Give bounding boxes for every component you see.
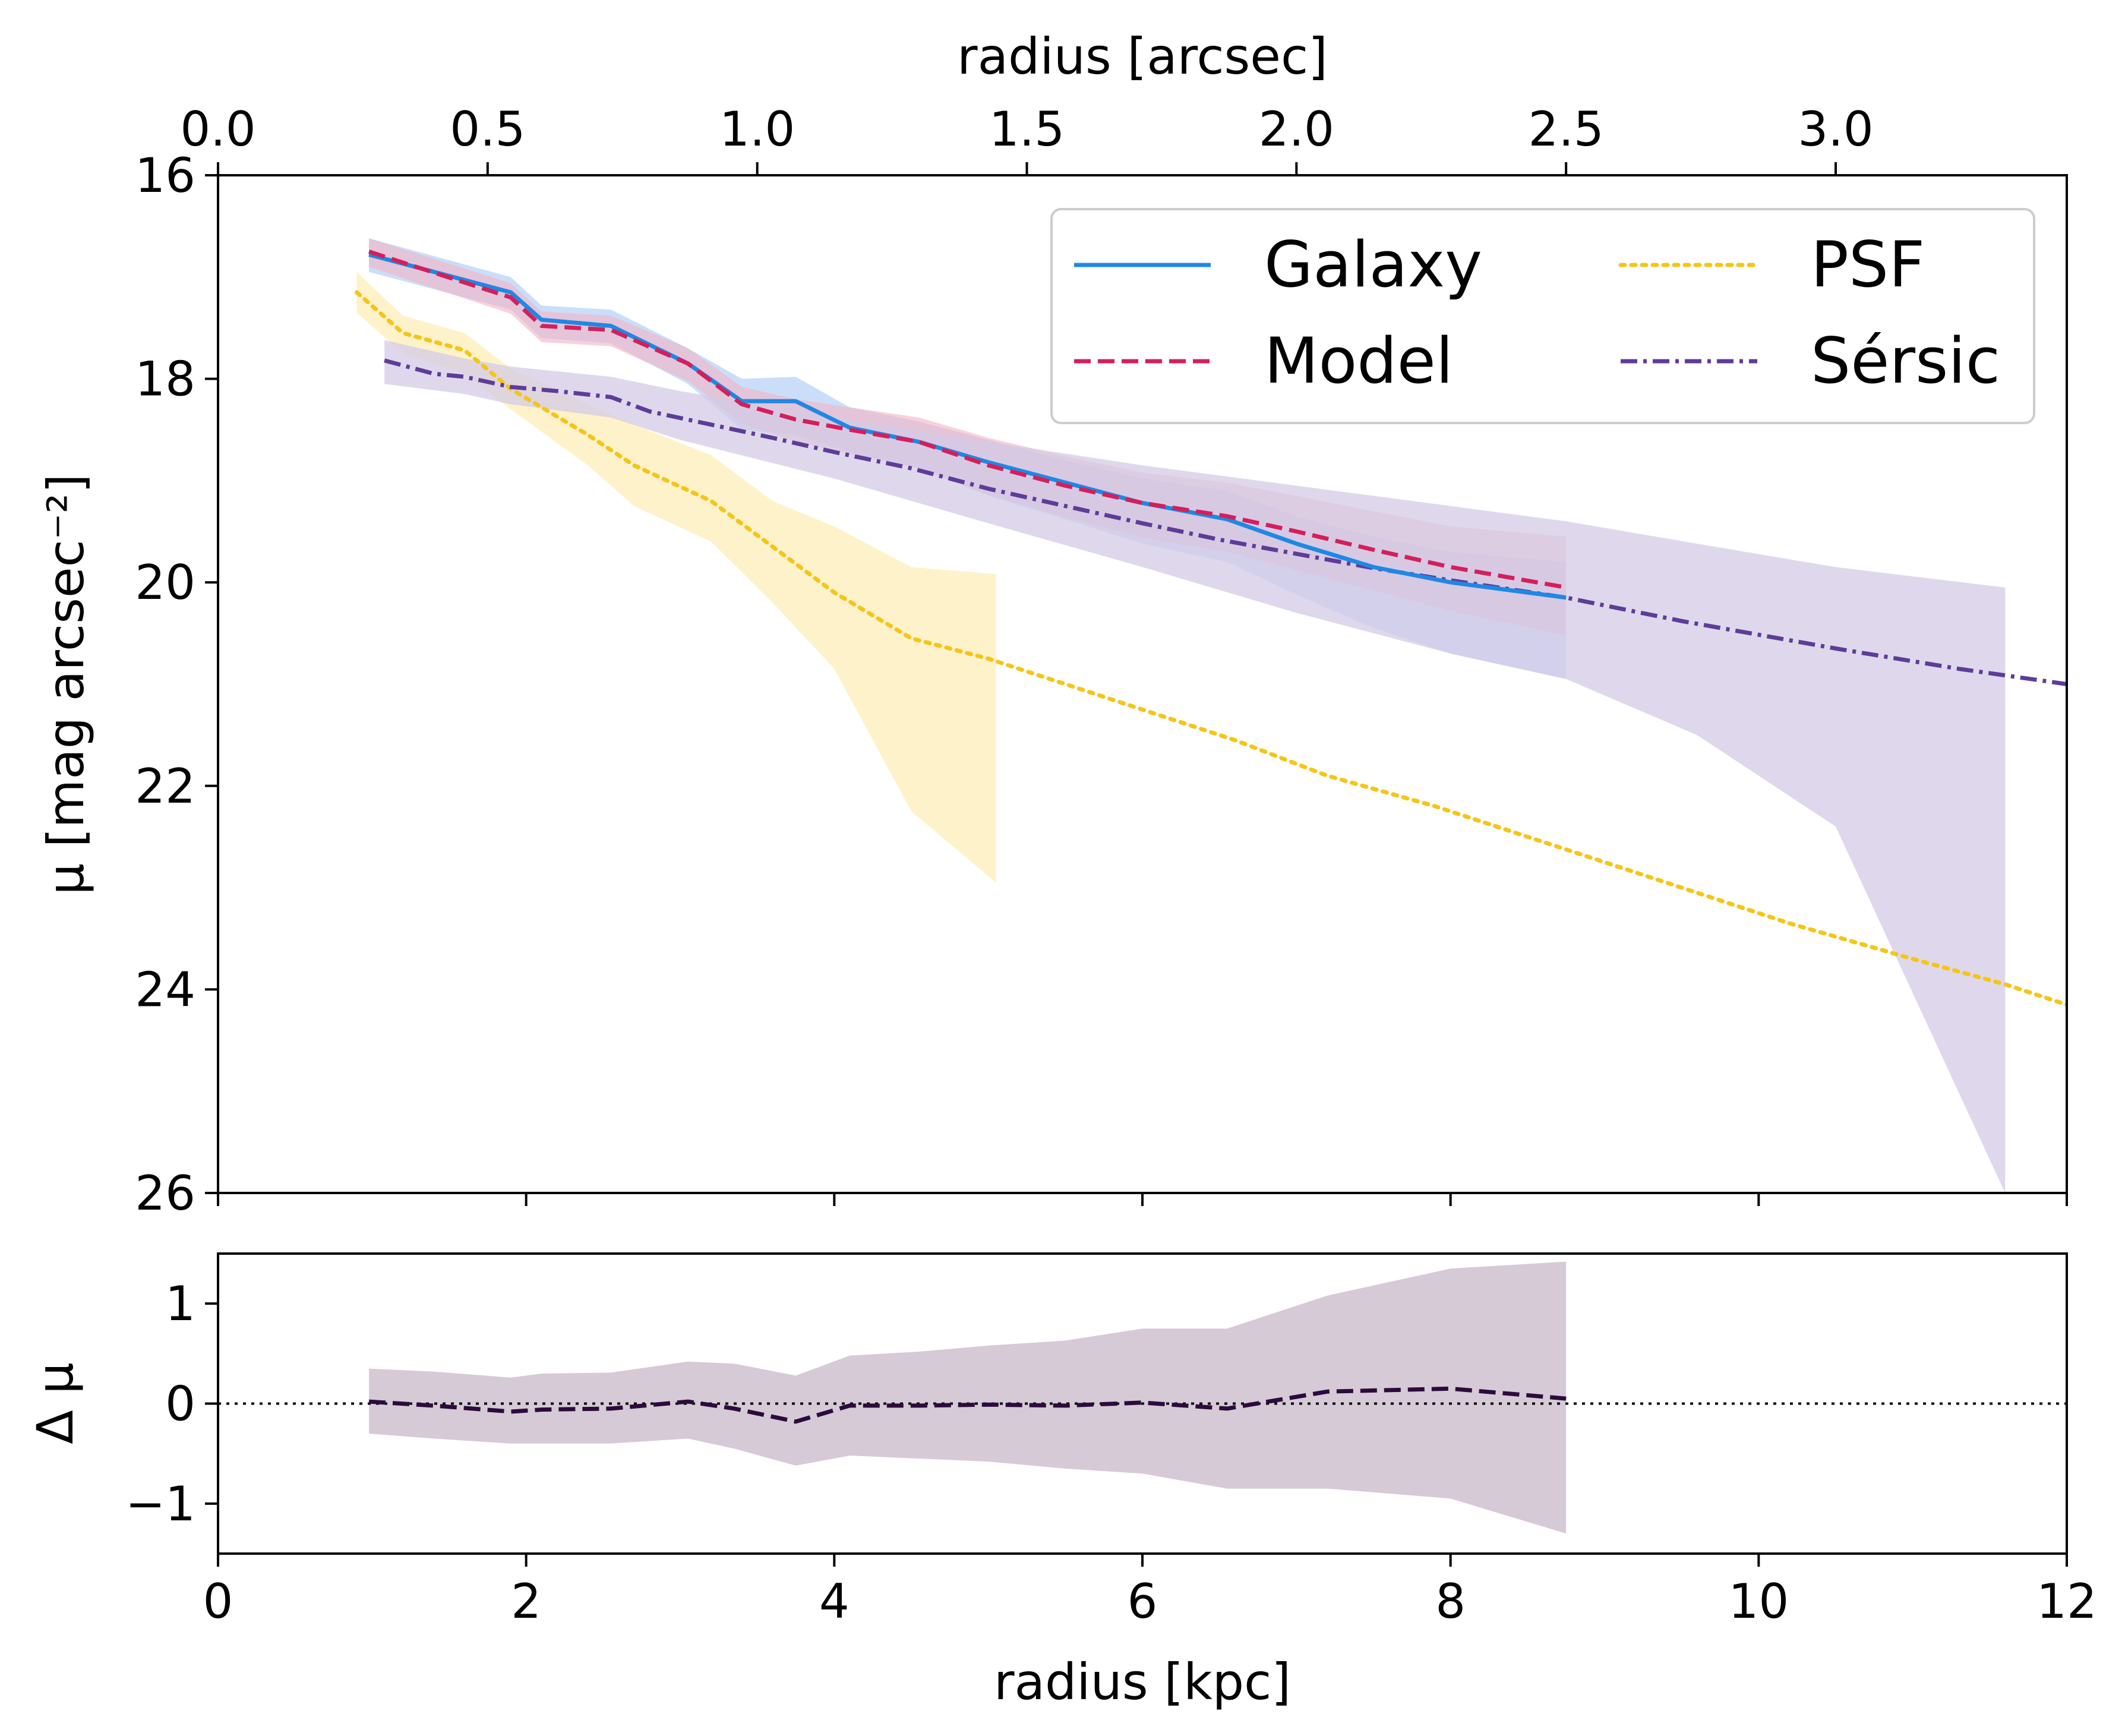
profile-bottom-ticks [217,1193,2068,1206]
legend-label-galaxy: Galaxy [1264,228,1482,301]
profile-y-axis-label: μ [mag arcsec⁻²] [37,474,95,895]
arcsec-tick-label-1.5: 1.5 [989,102,1065,157]
legend-label-model: Model [1264,324,1453,397]
arcsec-tick-label-2.5: 2.5 [1529,102,1604,157]
y-tick-label-26: 26 [135,1166,195,1221]
legend-label-sersic: Sérsic [1811,324,2000,397]
legend-label-psf: PSF [1811,228,1925,301]
residual-band [369,1261,1567,1534]
residual-y-ticks: 1 0 −1 [125,1276,218,1532]
galaxy-line [368,252,1567,600]
profile-y-ticks: 16 18 20 22 24 26 [135,148,218,1221]
residual-y-tick-label--1: −1 [125,1476,195,1532]
residual-y-tick-label-1: 1 [165,1276,195,1331]
arcsec-top-ticks: 0.0 0.5 1.0 1.5 2.0 2.5 3.0 [180,102,1874,175]
legend: Galaxy Model PSF Sérsic [1050,208,2035,424]
y-tick-label-18: 18 [135,352,195,407]
profile-panel: 16 18 20 22 24 26 0.0 0.5 1.0 1.5 2.0 2.5 3.0 radiu… [37,27,2068,1221]
residual-lines [218,1386,2067,1424]
kpc-x-tick-label-10: 10 [1728,1574,1789,1629]
kpc-axis-label: radius [kpc] [994,1653,1291,1711]
arcsec-tick-label-1.0: 1.0 [719,102,795,157]
residual-y-axis-label: Δ μ [26,1362,84,1444]
legend-box [1050,208,2035,424]
sersic-band [384,340,2006,1193]
sersic-line [384,358,2067,686]
profile-lines [354,250,2067,1007]
psf-band [356,272,996,883]
residual-line [368,1386,1567,1424]
kpc-x-tick-label-12: 12 [2036,1574,2097,1629]
arcsec-tick-label-2.0: 2.0 [1259,102,1334,157]
arcsec-tick-label-0.5: 0.5 [450,102,525,157]
kpc-x-tick-label-2: 2 [511,1574,541,1629]
y-tick-label-22: 22 [135,759,195,814]
y-tick-label-24: 24 [135,962,195,1017]
kpc-x-tick-label-6: 6 [1128,1574,1158,1629]
kpc-x-tick-label-4: 4 [819,1574,850,1629]
residual-y-tick-label-0: 0 [165,1377,195,1432]
residual-band-area [369,1261,1567,1534]
y-tick-label-20: 20 [135,555,195,610]
kpc-x-tick-label-0: 0 [203,1574,233,1629]
arcsec-tick-label-3.0: 3.0 [1798,102,1873,157]
residual-panel: 10−1 0 2 4 6 8 10 12 radius [kpc] Δ μ [26,1252,2097,1711]
kpc-x-tick-label-8: 8 [1435,1574,1466,1629]
y-tick-label-16: 16 [135,148,195,203]
model-line [368,250,1567,590]
arcsec-tick-label-0.0: 0.0 [180,102,255,157]
kpc-x-ticks: 0 2 4 6 8 10 12 [203,1554,2097,1629]
arcsec-axis-label: radius [arcsec] [957,27,1328,86]
psf-line [354,290,2067,1007]
